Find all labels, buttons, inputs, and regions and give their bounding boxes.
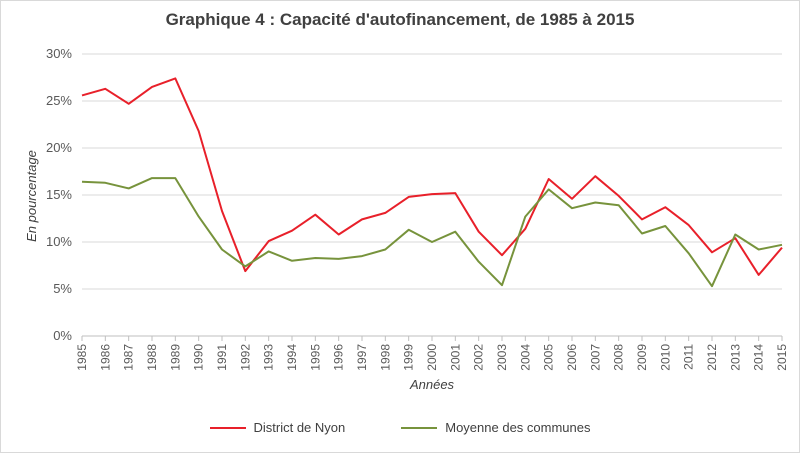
x-tick-label: 2010	[658, 344, 672, 371]
x-tick-label: 2008	[612, 344, 626, 371]
x-tick-label: 2006	[565, 344, 579, 371]
x-tick-label: 1993	[262, 344, 276, 371]
x-tick-label: 1992	[238, 344, 252, 371]
legend-swatch-moyenne	[401, 426, 438, 429]
y-tick-label: 30%	[46, 46, 72, 61]
x-tick-label: 2011	[682, 344, 696, 370]
y-tick-label: 10%	[46, 234, 72, 249]
x-tick-label: 1995	[308, 344, 322, 371]
x-tick-label: 2012	[705, 344, 719, 371]
x-tick-label: 1987	[122, 344, 136, 371]
series-lines	[81, 77, 783, 288]
series-line-district-de-nyon	[81, 77, 783, 276]
y-tick-label: 0%	[53, 328, 72, 343]
x-tick-label: 1997	[355, 344, 369, 371]
x-tick-label: 1994	[285, 344, 299, 371]
x-axis-ticks: 1985 1986 1987 1988 1989 1990 1991 1992 1993 1994…	[75, 336, 789, 371]
x-tick-label: 1996	[332, 344, 346, 371]
x-tick-label: 2014	[752, 344, 766, 371]
legend-item-moyenne: Moyenne des communes	[401, 420, 591, 435]
legend-swatch-district	[209, 426, 246, 429]
x-tick-label: 2000	[425, 344, 439, 371]
x-tick-label: 1988	[145, 344, 159, 371]
legend-item-district: District de Nyon	[209, 420, 346, 435]
x-tick-label: 1986	[98, 344, 112, 371]
x-tick-label: 2004	[518, 344, 532, 371]
legend-label-moyenne: Moyenne des communes	[445, 420, 591, 435]
x-tick-label: 2013	[728, 344, 742, 371]
legend: District de Nyon Moyenne des communes	[0, 420, 800, 435]
x-tick-label: 2005	[542, 344, 556, 371]
x-tick-label: 1991	[215, 344, 229, 371]
x-tick-label: 2007	[588, 344, 602, 371]
y-tick-label: 5%	[53, 281, 72, 296]
y-tick-label: 15%	[46, 187, 72, 202]
chart-title: Graphique 4 : Capacité d'autofinancement…	[165, 10, 635, 29]
y-axis-ticks: 0% 5% 10% 15% 20% 25% 30%	[46, 46, 72, 343]
y-axis-label: En pourcentage	[24, 150, 39, 242]
x-tick-label: 2015	[775, 344, 789, 371]
x-tick-label: 1990	[192, 344, 206, 371]
x-tick-label: 2009	[635, 344, 649, 371]
x-axis-label: Années	[409, 377, 455, 392]
x-tick-label: 2003	[495, 344, 509, 371]
legend-label-district: District de Nyon	[253, 420, 346, 435]
series-line-moyenne-des-communes	[81, 177, 783, 288]
x-tick-label: 1985	[75, 344, 89, 371]
x-tick-label: 1998	[378, 344, 392, 371]
y-tick-label: 25%	[46, 93, 72, 108]
y-tick-label: 20%	[46, 140, 72, 155]
x-tick-label: 1999	[402, 344, 416, 371]
x-tick-label: 2001	[448, 344, 462, 371]
x-tick-label: 1989	[168, 344, 182, 371]
x-tick-label: 2002	[472, 344, 486, 371]
